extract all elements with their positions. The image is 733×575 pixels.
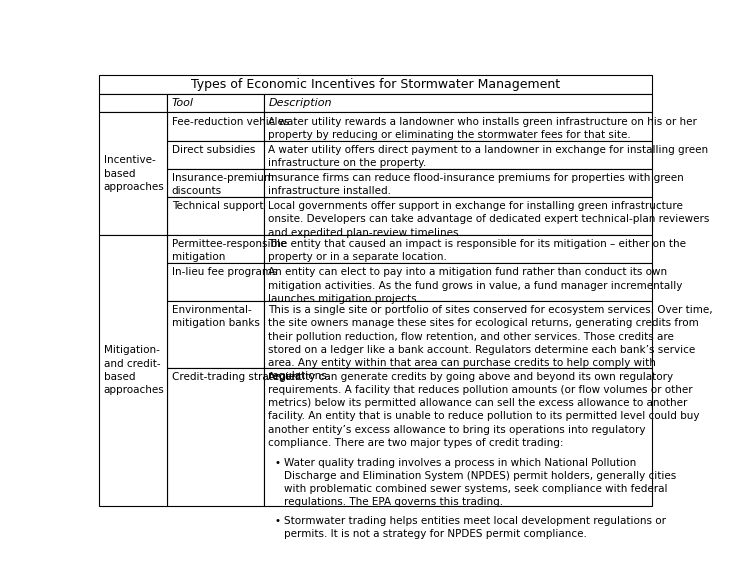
Text: Fee-reduction vehicles: Fee-reduction vehicles <box>172 117 289 126</box>
Text: Permittee-responsible
mitigation: Permittee-responsible mitigation <box>172 239 286 262</box>
Bar <box>167 140 264 169</box>
Text: •: • <box>274 458 281 467</box>
Bar <box>264 94 652 112</box>
Text: The entity that caused an impact is responsible for its mitigation – either on t: The entity that caused an impact is resp… <box>268 239 686 262</box>
Bar <box>100 235 167 505</box>
Text: Credit-trading strategies: Credit-trading strategies <box>172 372 301 382</box>
Bar <box>264 112 652 140</box>
Bar <box>264 140 652 169</box>
Bar <box>167 197 264 235</box>
Bar <box>167 112 264 140</box>
Bar <box>264 169 652 197</box>
Bar <box>167 169 264 197</box>
Text: Technical support: Technical support <box>172 201 263 211</box>
Text: Insurance firms can reduce flood-insurance premiums for properties with green
in: Insurance firms can reduce flood-insuran… <box>268 173 684 196</box>
Text: In-lieu fee programs: In-lieu fee programs <box>172 267 277 277</box>
Bar <box>167 235 264 263</box>
Bar <box>264 367 652 505</box>
Bar <box>100 112 167 235</box>
Bar <box>264 235 652 263</box>
Bar <box>167 94 264 112</box>
Text: Water quality trading involves a process in which National Pollution
Discharge a: Water quality trading involves a process… <box>284 458 676 507</box>
Text: Insurance-premium
discounts: Insurance-premium discounts <box>172 173 273 196</box>
Text: Local governments offer support in exchange for installing green infrastructure
: Local governments offer support in excha… <box>268 201 710 237</box>
Text: •: • <box>274 516 281 526</box>
Text: A water utility rewards a landowner who installs green infrastructure on his or : A water utility rewards a landowner who … <box>268 117 697 140</box>
Text: Description: Description <box>268 98 332 108</box>
Text: Incentive-
based
approaches: Incentive- based approaches <box>103 155 164 192</box>
Text: An entity can generate credits by going above and beyond its own regulatory
requ: An entity can generate credits by going … <box>268 372 700 448</box>
Text: An entity can elect to pay into a mitigation fund rather than conduct its own
mi: An entity can elect to pay into a mitiga… <box>268 267 682 304</box>
Bar <box>264 263 652 301</box>
Text: This is a single site or portfolio of sites conserved for ecosystem services. Ov: This is a single site or portfolio of si… <box>268 305 713 381</box>
Bar <box>167 367 264 505</box>
Text: Tool: Tool <box>172 98 194 108</box>
Bar <box>264 301 652 367</box>
Bar <box>167 301 264 367</box>
Bar <box>264 197 652 235</box>
Text: Mitigation-
and credit-
based
approaches: Mitigation- and credit- based approaches <box>103 346 164 395</box>
Bar <box>100 75 652 94</box>
Bar <box>167 263 264 301</box>
Text: Types of Economic Incentives for Stormwater Management: Types of Economic Incentives for Stormwa… <box>191 78 560 91</box>
Text: Stormwater trading helps entities meet local development regulations or
permits.: Stormwater trading helps entities meet l… <box>284 516 666 539</box>
Bar <box>100 94 167 112</box>
Text: A water utility offers direct payment to a landowner in exchange for installing : A water utility offers direct payment to… <box>268 145 708 168</box>
Text: Direct subsidies: Direct subsidies <box>172 145 255 155</box>
Text: Environmental-
mitigation banks: Environmental- mitigation banks <box>172 305 259 328</box>
